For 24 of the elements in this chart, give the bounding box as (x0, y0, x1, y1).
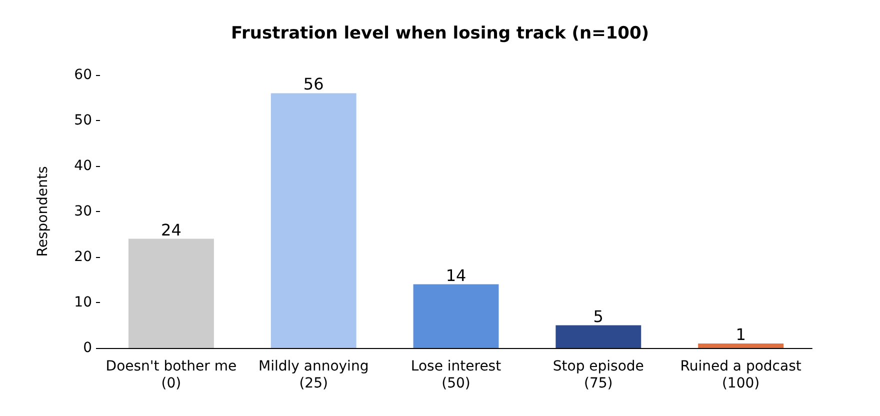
y-tick-label: 0 (83, 340, 92, 356)
y-tick-label: 20 (74, 249, 92, 265)
y-tick-label: 10 (74, 294, 92, 310)
y-tick-label: 50 (74, 112, 92, 128)
x-tick-label: Mildly annoying (25) (258, 358, 369, 392)
bar (270, 93, 356, 348)
bar (413, 284, 499, 348)
x-tick-label: Doesn't bother me (0) (106, 358, 237, 392)
bar (698, 343, 784, 348)
data-label: 1 (736, 324, 746, 344)
bar (556, 325, 642, 348)
x-tick-label: Stop episode (75) (552, 358, 644, 392)
y-axis-title: Respondents (35, 166, 51, 257)
y-tick-label: 40 (74, 158, 92, 174)
data-label: 14 (446, 266, 466, 285)
chart-title: Frustration level when losing track (n=100) (230, 24, 650, 44)
data-label: 5 (593, 306, 604, 326)
y-tick-label: 60 (74, 67, 92, 83)
bar (128, 238, 214, 348)
data-label: 24 (161, 220, 182, 240)
data-label: 56 (303, 74, 324, 94)
x-tick-label: Ruined a podcast (100) (680, 358, 802, 392)
y-tick-label: 30 (74, 204, 92, 220)
x-tick-label: Lose interest (50) (410, 358, 502, 392)
